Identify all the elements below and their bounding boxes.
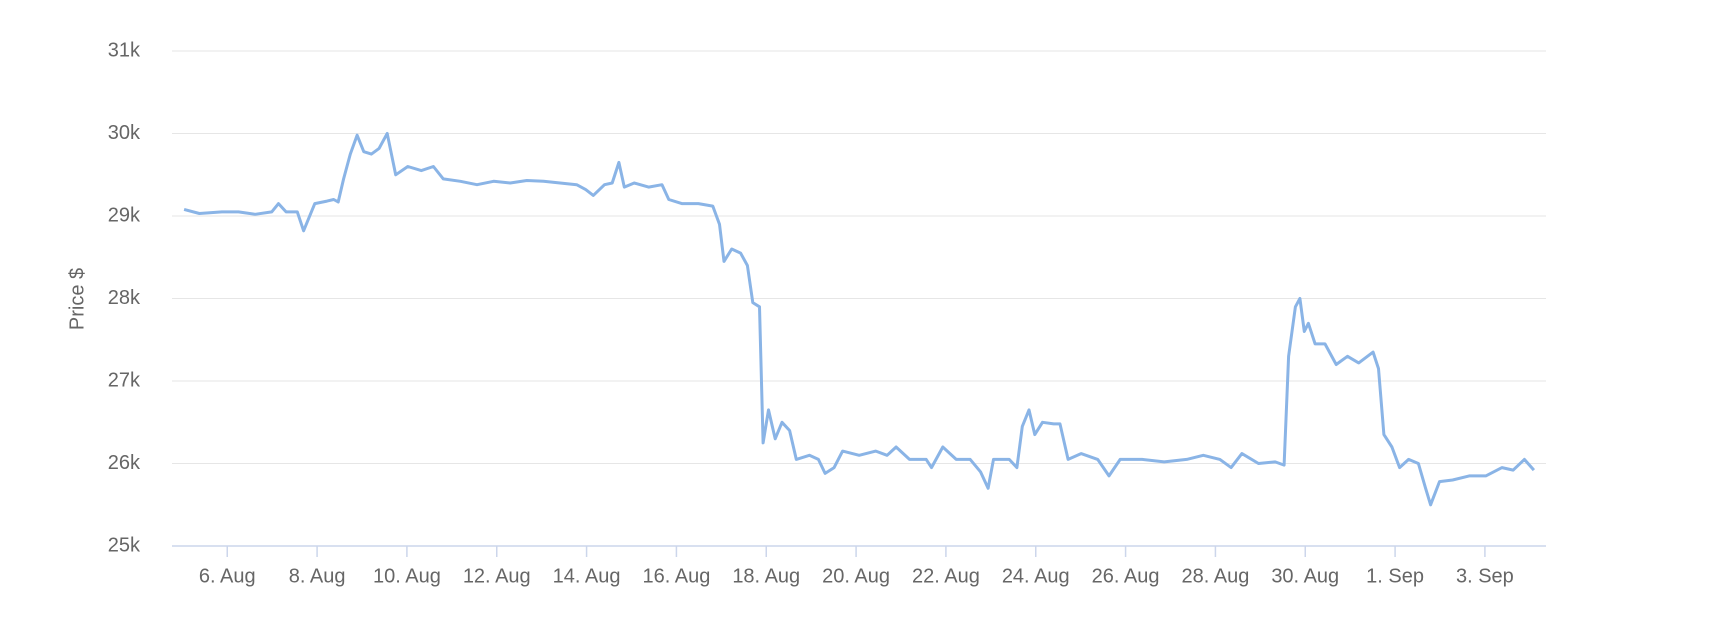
x-tick-label: 22. Aug [912,565,980,587]
x-tick-label: 28. Aug [1181,565,1249,587]
x-tick-label: 26. Aug [1092,565,1160,587]
x-tick-label: 24. Aug [1002,565,1070,587]
y-tick-label: 30k [108,122,141,144]
x-tick-label: 14. Aug [553,565,621,587]
x-tick-label: 8. Aug [289,565,346,587]
x-tick-label: 16. Aug [642,565,710,587]
x-tick-label: 3. Sep [1456,565,1514,587]
y-tick-label: 29k [108,204,141,226]
y-tick-label: 27k [108,369,141,391]
price-line [183,132,1536,507]
x-tick-label: 20. Aug [822,565,890,587]
x-tick-label: 6. Aug [199,565,256,587]
x-tick-label: 30. Aug [1271,565,1339,587]
x-tick-label: 12. Aug [463,565,531,587]
y-tick-label: 31k [108,39,141,61]
x-tick-label: 18. Aug [732,565,800,587]
y-tick-label: 26k [108,452,141,474]
y-tick-label: 25k [108,534,141,556]
y-axis-label: Price $ [66,268,88,330]
x-tick-label: 10. Aug [373,565,441,587]
x-tick-label: 1. Sep [1366,565,1424,587]
y-tick-label: 28k [108,287,141,309]
